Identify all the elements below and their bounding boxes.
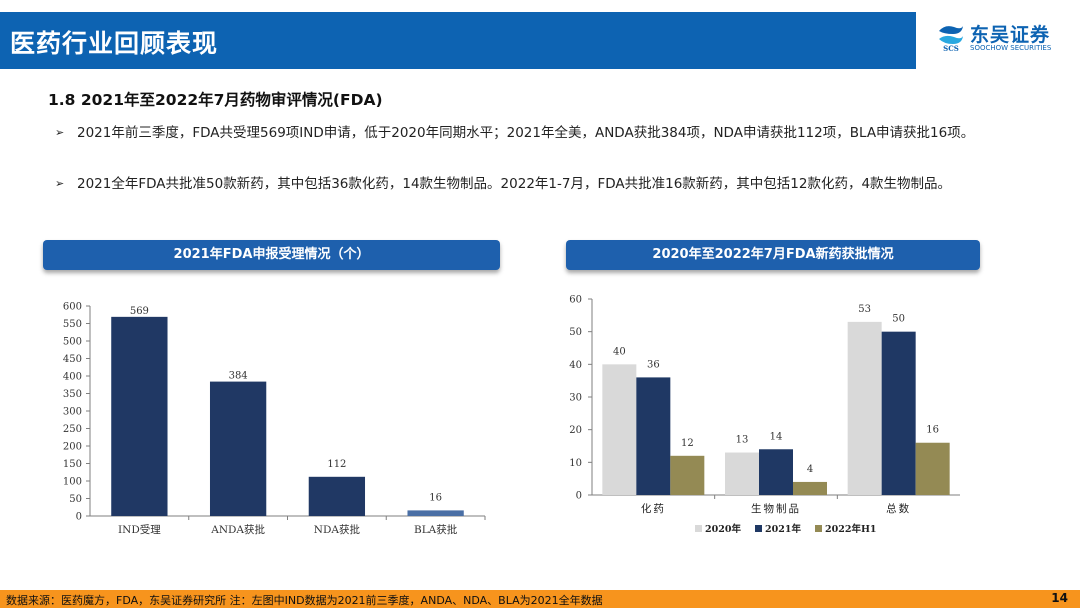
data-label: 112 [327, 459, 346, 470]
section-title: 1.8 2021年至2022年7月药物审评情况(FDA) [48, 91, 383, 109]
bar [111, 316, 168, 516]
data-label: 16 [926, 425, 939, 436]
y-tick-label: 40 [569, 360, 582, 371]
bar [759, 449, 793, 495]
logo: SCS 东吴证券 SOOCHOW SECURITIES [936, 20, 1072, 56]
legend-label: 2020年 [705, 523, 741, 535]
logo-mark-text: SCS [943, 44, 959, 52]
right-chart-title: 2020年至2022年7月FDA新药获批情况 [566, 240, 980, 270]
footer-bar: 数据来源：医药魔方，FDA，东吴证券研究所 注：左图中IND数据为2021前三季… [0, 590, 1080, 608]
y-tick-label: 600 [63, 302, 82, 313]
x-tick-label: NDA获批 [314, 523, 361, 536]
fda-application-bar-chart: 0 50 100 150 200 250 300 350 400 450 500 550 600 569 I… [63, 302, 486, 536]
data-label: 14 [770, 431, 783, 442]
fda-new-drug-bar-chart: 0 10 20 30 40 50 60 40 36 12 化药 13 14 4 生物制品 53 50 16 总数 20… [569, 295, 960, 535]
bar [209, 381, 267, 516]
left-chart-title: 2021年FDA申报受理情况（个） [43, 240, 500, 270]
bar [793, 481, 827, 495]
y-tick-label: 50 [569, 327, 582, 338]
legend-label: 2022年H1 [825, 523, 877, 535]
data-label: 4 [807, 464, 813, 475]
bar [915, 442, 950, 495]
x-tick-label: 生物制品 [751, 502, 801, 515]
y-tick-label: 0 [576, 491, 582, 502]
bar [636, 377, 671, 495]
y-tick-label: 400 [63, 372, 82, 383]
arrow-right-icon: ➢ [55, 126, 65, 139]
page-number: 14 [1051, 591, 1068, 605]
header-bar [0, 12, 916, 69]
y-tick-label: 100 [63, 477, 82, 488]
legend-label: 2021年 [765, 523, 801, 535]
y-tick-label: 150 [63, 459, 82, 470]
bar [847, 321, 882, 495]
bar [670, 455, 705, 495]
y-tick-label: 300 [63, 407, 82, 418]
bar [881, 331, 916, 495]
y-tick-label: 30 [569, 393, 582, 404]
data-label: 13 [736, 435, 749, 446]
legend-swatch [695, 525, 702, 532]
x-tick-label: 总数 [886, 502, 911, 515]
bar [308, 476, 366, 516]
data-label: 40 [613, 346, 626, 357]
bullet-text: 2021全年FDA共批准50款新药，其中包括36款化药，14款生物制品。2022… [77, 176, 952, 192]
data-source-note: 数据来源：医药魔方，FDA，东吴证券研究所 注：左图中IND数据为2021前三季… [6, 594, 603, 607]
bullet-text: 2021年前三季度，FDA共受理569项IND申请，低于2020年同期水平；20… [77, 125, 975, 141]
page-title: 医药行业回顾表现 [10, 29, 219, 58]
y-tick-label: 20 [569, 425, 582, 436]
x-tick-label: ANDA获批 [210, 523, 265, 536]
bar [407, 510, 464, 516]
y-tick-label: 10 [569, 458, 582, 469]
bar [602, 364, 637, 495]
y-tick-label: 500 [63, 337, 82, 348]
y-tick-label: 350 [63, 389, 82, 400]
data-label: 569 [130, 306, 149, 317]
y-tick-label: 0 [76, 512, 82, 523]
data-label: 384 [229, 371, 248, 382]
y-tick-label: 250 [63, 424, 82, 435]
data-label: 53 [858, 304, 871, 315]
data-label: 16 [429, 492, 442, 503]
bar [725, 452, 759, 495]
logo-subtitle: SOOCHOW SECURITIES [970, 44, 1052, 52]
data-label: 36 [647, 359, 660, 370]
x-tick-label: 化药 [641, 502, 666, 515]
y-tick-label: 550 [63, 319, 82, 330]
data-label: 50 [892, 314, 905, 325]
y-tick-label: 450 [63, 354, 82, 365]
y-tick-label: 60 [569, 295, 582, 306]
legend-swatch [755, 525, 762, 532]
arrow-right-icon: ➢ [55, 177, 65, 190]
legend-swatch [815, 525, 822, 532]
data-label: 12 [681, 438, 694, 449]
logo-mark-icon: SCS [939, 26, 963, 52]
x-tick-label: IND受理 [118, 524, 161, 536]
y-tick-label: 200 [63, 442, 82, 453]
x-tick-label: BLA获批 [414, 523, 458, 536]
logo-name: 东吴证券 [970, 24, 1051, 46]
y-tick-label: 50 [69, 494, 82, 505]
